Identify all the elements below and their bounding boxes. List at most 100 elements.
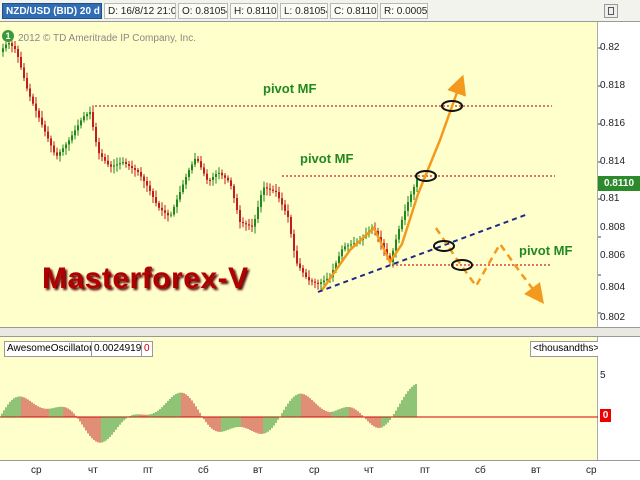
candle-body <box>191 164 193 171</box>
candle-body <box>74 130 76 136</box>
candle-body <box>221 172 223 176</box>
candle-body <box>416 179 418 187</box>
candle-body <box>239 210 241 222</box>
candle-body <box>305 272 307 277</box>
oscillator-pane[interactable]: AwesomeOscillator 0.0024919 0 <thousandt… <box>0 337 603 460</box>
time-label: ср <box>31 465 42 476</box>
candle-body <box>101 153 103 157</box>
candle-body <box>65 144 67 149</box>
pivot-label-lower: pivot MF <box>519 243 573 258</box>
candle-body <box>137 170 139 172</box>
copyright-text: 2012 © TD Ameritrade IP Company, Inc. <box>18 33 197 44</box>
window-restore-icon[interactable] <box>604 4 618 18</box>
price-axis[interactable] <box>598 22 640 327</box>
candle-body <box>113 165 115 167</box>
candle-body <box>20 57 22 68</box>
price-tick: 0.804 <box>600 282 626 293</box>
candle-body <box>245 223 247 225</box>
candle-body <box>119 163 121 165</box>
candle-body <box>50 138 52 146</box>
candle-body <box>341 249 343 257</box>
candle-body <box>230 180 232 186</box>
candle-body <box>149 185 151 191</box>
candle-body <box>215 174 217 177</box>
pivot-marker-ellipse <box>433 240 455 252</box>
candle-body <box>83 116 85 121</box>
candle-body <box>167 212 169 216</box>
candle-body <box>281 198 283 205</box>
candle-body <box>353 243 355 245</box>
pane-splitter[interactable] <box>0 327 640 337</box>
oscillator-value: 0.0024919 <box>91 341 145 357</box>
price-tick: 0.808 <box>600 222 626 233</box>
candle-body <box>296 250 298 264</box>
candle-body <box>227 177 229 181</box>
time-label: пт <box>143 465 153 476</box>
price-tick: 0.806 <box>600 250 626 261</box>
candle-body <box>62 148 64 152</box>
candle-body <box>404 211 406 220</box>
candle-body <box>350 244 352 246</box>
oscillator-axis <box>598 337 640 460</box>
oscillator-flag: 0 <box>141 341 153 357</box>
candle-body <box>110 164 112 167</box>
candle-body <box>200 161 202 168</box>
candle-body <box>44 124 46 132</box>
candle-body <box>29 88 31 97</box>
candle-body <box>56 152 58 156</box>
candle-body <box>107 160 109 165</box>
last-price-badge: 0.8110 <box>598 176 640 191</box>
candle-body <box>71 135 73 141</box>
pivot-label-upper: pivot MF <box>263 81 317 96</box>
candle-body <box>383 243 385 250</box>
candle-body <box>401 220 403 229</box>
candle-body <box>23 67 25 78</box>
pivot-marker-ellipse <box>451 259 473 271</box>
candle-body <box>95 127 97 142</box>
oscillator-name[interactable]: AwesomeOscillator <box>4 341 96 357</box>
candle-body <box>161 207 163 211</box>
candle-body <box>278 192 280 199</box>
candle-body <box>413 187 415 195</box>
candle-body <box>386 249 388 256</box>
candle-body <box>206 173 208 180</box>
time-label: вт <box>253 465 263 476</box>
price-chart-pane[interactable]: 1 2012 © TD Ameritrade IP Company, Inc. … <box>0 22 598 327</box>
low-readout: L: 0.81054 <box>280 3 328 19</box>
time-label: чт <box>88 465 98 476</box>
price-tick: 0.818 <box>600 80 626 91</box>
candle-body <box>155 197 157 203</box>
candle-body <box>32 96 34 104</box>
candle-body <box>128 164 130 166</box>
candle-body <box>104 157 106 161</box>
candle-body <box>26 78 28 89</box>
date-readout: D: 16/8/12 21:00 <box>104 3 176 19</box>
study-badge[interactable]: 1 <box>2 30 14 42</box>
projection-arrow-down <box>434 227 544 304</box>
candle-body <box>182 184 184 192</box>
projection-arrow-up <box>320 74 467 291</box>
symbol-label[interactable]: NZD/USD (BID) 20 d 1h <box>2 3 102 19</box>
candle-body <box>338 256 340 264</box>
candle-body <box>320 282 322 284</box>
candle-body <box>299 263 301 268</box>
candle-body <box>194 158 196 165</box>
candle-body <box>146 181 148 186</box>
candle-body <box>251 225 253 227</box>
candle-body <box>257 207 259 219</box>
candle-body <box>344 246 346 250</box>
price-tick: 0.82 <box>600 42 620 53</box>
osc-zero-badge: 0 <box>600 409 611 422</box>
time-axis[interactable]: ср чт пт сб вт ср чт пт сб вт ср <box>0 460 640 480</box>
candle-body <box>317 282 319 284</box>
candle-body <box>218 172 220 174</box>
time-label: ср <box>586 465 597 476</box>
trendline-dashed <box>317 213 529 293</box>
candle-body <box>260 195 262 207</box>
candle-body <box>314 281 316 283</box>
candle-body <box>8 43 10 45</box>
candle-body <box>263 187 265 195</box>
candle-body <box>287 210 289 217</box>
price-tick: 0.814 <box>600 156 626 167</box>
candle-body <box>68 140 70 145</box>
